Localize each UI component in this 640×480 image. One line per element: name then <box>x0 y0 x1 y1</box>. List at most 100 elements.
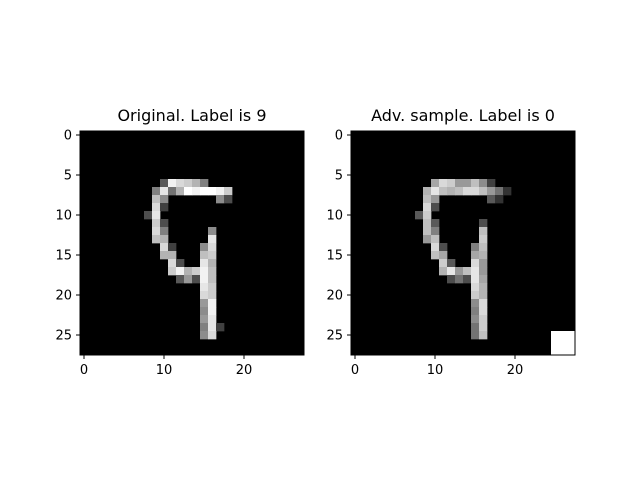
left-y-tick-label-25: 25 <box>55 329 72 344</box>
left-x-tick-label-0: 0 <box>80 363 88 378</box>
left-image-background <box>80 131 304 355</box>
right-pixel-r8-c10 <box>431 195 440 204</box>
left-pixel-r16-c16 <box>208 259 217 268</box>
left-pixel-r18-c16 <box>208 275 217 284</box>
right-pixel-r25-c15 <box>471 331 480 340</box>
left-pixel-r16-c11 <box>168 259 177 268</box>
right-y-tick-label-5: 5 <box>335 169 343 184</box>
left-pixel-r18-c13 <box>184 275 193 284</box>
right-pixel-r18-c14 <box>463 275 472 284</box>
right-x-tick-label-0: 0 <box>351 363 359 378</box>
right-pixel-r22-c16 <box>479 307 488 316</box>
right-chart-title: Adv. sample. Label is 0 <box>371 106 555 125</box>
right-pixel-r6-c16 <box>479 179 488 188</box>
left-pixel-r7-c10 <box>160 187 169 196</box>
left-pixel-r9-c9 <box>152 203 161 212</box>
left-x-tick-label-20: 20 <box>236 363 253 378</box>
left-pixel-r16-c12 <box>176 259 185 268</box>
right-pixel-r11-c16 <box>479 219 488 228</box>
right-pixel-r18-c16 <box>479 275 488 284</box>
right-pixel-r17-c12 <box>447 267 456 276</box>
right-pixel-r15-c15 <box>471 251 480 260</box>
left-pixel-r13-c16 <box>208 235 217 244</box>
right-pixel-r7-c12 <box>447 187 456 196</box>
right-pixel-r16-c16 <box>479 259 488 268</box>
right-pixel-r9-c9 <box>423 203 432 212</box>
left-pixel-r17-c14 <box>192 267 201 276</box>
left-pixel-r6-c12 <box>176 179 185 188</box>
right-y-tick-label-25: 25 <box>326 329 343 344</box>
right-pixel-r7-c10 <box>431 187 440 196</box>
left-pixel-r21-c16 <box>208 299 217 308</box>
right-pixel-r25-c25 <box>551 331 560 340</box>
left-pixel-r20-c16 <box>208 291 217 300</box>
left-pixel-r13-c9 <box>152 235 161 244</box>
right-pixel-r26-c26 <box>559 339 568 348</box>
left-pixel-r24-c17 <box>216 323 225 332</box>
left-pixel-r23-c15 <box>200 315 209 324</box>
right-pixel-r14-c10 <box>431 243 440 252</box>
right-pixel-r8-c17 <box>487 195 496 204</box>
left-y-tick-label-10: 10 <box>55 209 72 224</box>
right-pixel-r6-c15 <box>471 179 480 188</box>
left-pixel-r8-c10 <box>160 195 169 204</box>
left-axes-frame <box>79 130 305 356</box>
left-pixel-r19-c16 <box>208 283 217 292</box>
right-pixel-r25-c26 <box>559 331 568 340</box>
left-pixel-r6-c11 <box>168 179 177 188</box>
right-pixel-r6-c11 <box>439 179 448 188</box>
right-pixel-r23-c16 <box>479 315 488 324</box>
right-pixel-r21-c15 <box>471 299 480 308</box>
right-pixel-r17-c14 <box>463 267 472 276</box>
right-pixel-r13-c9 <box>423 235 432 244</box>
right-pixel-r22-c15 <box>471 307 480 316</box>
right-pixel-r27-c25 <box>551 347 560 356</box>
left-pixel-r11-c9 <box>152 219 161 228</box>
right-pixel-r10-c9 <box>423 211 432 220</box>
right-pixel-r27-c26 <box>559 347 568 356</box>
left-pixel-r17-c13 <box>184 267 193 276</box>
left-pixel-r14-c10 <box>160 243 169 252</box>
left-pixel-r18-c12 <box>176 275 185 284</box>
left-chart-title: Original. Label is 9 <box>117 106 266 125</box>
left-pixel-r14-c11 <box>168 243 177 252</box>
right-pixel-r23-c15 <box>471 315 480 324</box>
right-y-tick-label-0: 0 <box>335 129 343 144</box>
right-panel: Adv. sample. Label is 0 0 10 20 0 5 10 15 20 25 <box>326 106 576 378</box>
left-pixel-r24-c15 <box>200 323 209 332</box>
left-heatmap: 0 10 20 0 5 10 15 20 25 <box>55 129 305 378</box>
right-pixel-r15-c10 <box>431 251 440 260</box>
right-y-tick-label-20: 20 <box>326 289 343 304</box>
right-pixel-r14-c15 <box>471 243 480 252</box>
right-pixel-r15-c11 <box>439 251 448 260</box>
left-pixel-r22-c16 <box>208 307 217 316</box>
right-pixel-r25-c16 <box>479 331 488 340</box>
right-pixel-r7-c11 <box>439 187 448 196</box>
left-pixel-r8-c18 <box>224 195 233 204</box>
left-pixel-r7-c14 <box>192 187 201 196</box>
right-image-background <box>351 131 575 355</box>
right-pixel-r7-c15 <box>471 187 480 196</box>
right-pixel-r7-c18 <box>495 187 504 196</box>
right-x-tick-label-10: 10 <box>427 363 444 378</box>
right-pixel-r18-c12 <box>447 275 456 284</box>
left-pixel-r16-c15 <box>200 259 209 268</box>
right-pixel-r16-c15 <box>471 259 480 268</box>
right-pixel-r18-c13 <box>455 275 464 284</box>
left-pixel-r25-c15 <box>200 331 209 340</box>
right-pixel-r17-c16 <box>479 267 488 276</box>
right-pixel-r24-c16 <box>479 323 488 332</box>
right-pixel-r17-c11 <box>439 267 448 276</box>
left-pixel-r17-c12 <box>176 267 185 276</box>
left-pixel-r23-c16 <box>208 315 217 324</box>
right-y-tick-label-15: 15 <box>326 249 343 264</box>
right-pixel-r12-c16 <box>479 227 488 236</box>
right-pixel-r17-c15 <box>471 267 480 276</box>
right-pixel-r14-c11 <box>439 243 448 252</box>
left-pixel-r6-c13 <box>184 179 193 188</box>
left-pixel-r6-c10 <box>160 179 169 188</box>
left-pixel-r6-c14 <box>192 179 201 188</box>
left-pixel-r24-c16 <box>208 323 217 332</box>
left-pixel-r7-c9 <box>152 187 161 196</box>
